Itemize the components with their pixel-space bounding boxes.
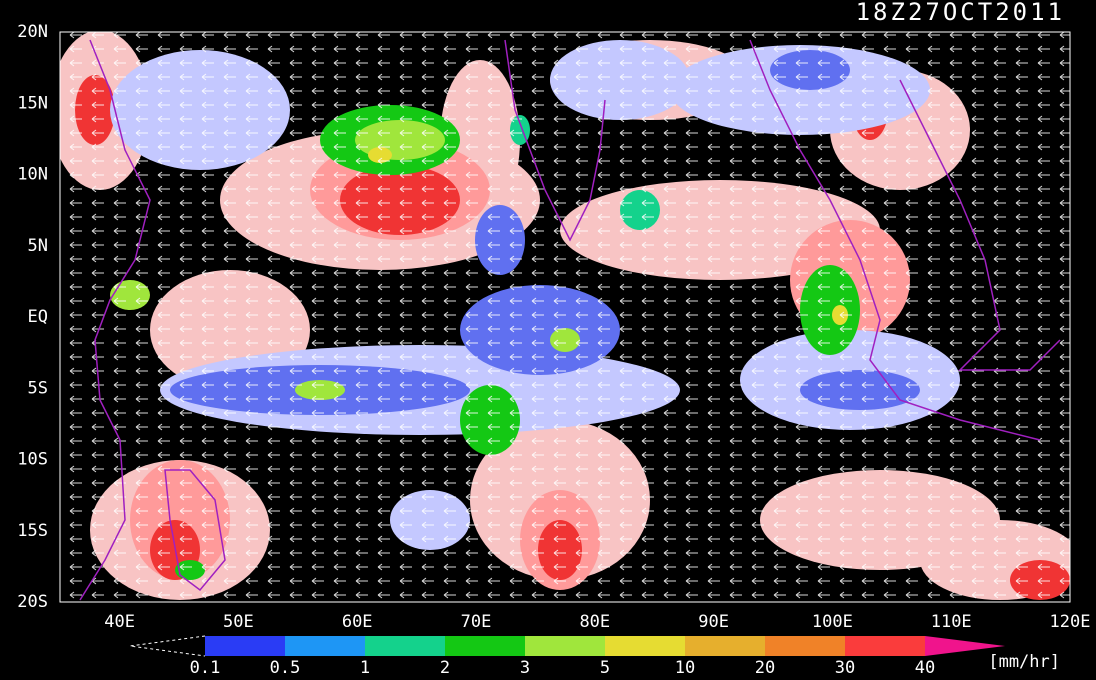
lon-label: 90E xyxy=(698,612,729,632)
lat-label: 15S xyxy=(17,521,48,541)
colorbar: 0.1 0.5 1 2 3 5 10 20 30 40 xyxy=(190,636,1005,678)
lat-label: 15N xyxy=(17,93,48,113)
lat-label: 20S xyxy=(17,592,48,612)
colorbar-swatch xyxy=(685,636,765,656)
colorbar-swatch xyxy=(445,636,525,656)
lon-label: 60E xyxy=(342,612,373,632)
colorbar-label: 0.5 xyxy=(270,658,301,678)
colorbar-label: 1 xyxy=(360,658,370,678)
map-frame xyxy=(59,31,1071,603)
lon-label: 110E xyxy=(931,612,972,632)
colorbar-swatch xyxy=(845,636,925,656)
colorbar-under-triangle xyxy=(129,635,206,657)
wind-vectors xyxy=(60,32,1070,602)
colorbar-units: [mm/hr] xyxy=(988,652,1060,672)
colorbar-swatch xyxy=(205,636,285,656)
colorbar-label: 2 xyxy=(440,658,450,678)
colorbar-label: 10 xyxy=(675,658,695,678)
colorbar-over-triangle xyxy=(925,636,1005,656)
lon-label: 120E xyxy=(1050,612,1091,632)
lon-label: 100E xyxy=(812,612,853,632)
lon-label: 40E xyxy=(104,612,135,632)
coastline-africa xyxy=(79,39,151,601)
map-title: 18Z27OCT2011 xyxy=(856,0,1065,26)
colorbar-swatch xyxy=(765,636,845,656)
colorbar-label: 5 xyxy=(600,658,610,678)
coastline-asia xyxy=(749,39,1041,441)
lat-labels: 20N 15N 10N 5N EQ 5S 10S 15S 20S xyxy=(17,22,48,612)
lon-labels: 40E 50E 60E 70E 80E 90E 100E 110E 120E xyxy=(104,612,1090,632)
lat-label: 5N xyxy=(28,236,48,256)
colorbar-swatch xyxy=(285,636,365,656)
lat-label: 10S xyxy=(17,450,48,470)
colorbar-swatch xyxy=(605,636,685,656)
lat-label: EQ xyxy=(28,307,48,327)
lon-label: 80E xyxy=(579,612,610,632)
lat-label: 10N xyxy=(17,165,48,185)
coastline-islands xyxy=(899,79,1061,371)
lon-label: 50E xyxy=(223,612,254,632)
colorbar-label: 20 xyxy=(755,658,775,678)
colorbar-label: 3 xyxy=(520,658,530,678)
colorbar-swatch xyxy=(525,636,605,656)
coastlines xyxy=(79,39,1061,601)
coastline-india xyxy=(504,39,606,242)
lat-label: 20N xyxy=(17,22,48,42)
colorbar-label: 30 xyxy=(835,658,855,678)
colorbar-swatch xyxy=(365,636,445,656)
coastline-madagascar xyxy=(164,469,226,592)
lon-label: 70E xyxy=(461,612,492,632)
lat-label: 5S xyxy=(28,378,48,398)
colorbar-label: 0.1 xyxy=(190,658,221,678)
colorbar-label: 40 xyxy=(915,658,935,678)
